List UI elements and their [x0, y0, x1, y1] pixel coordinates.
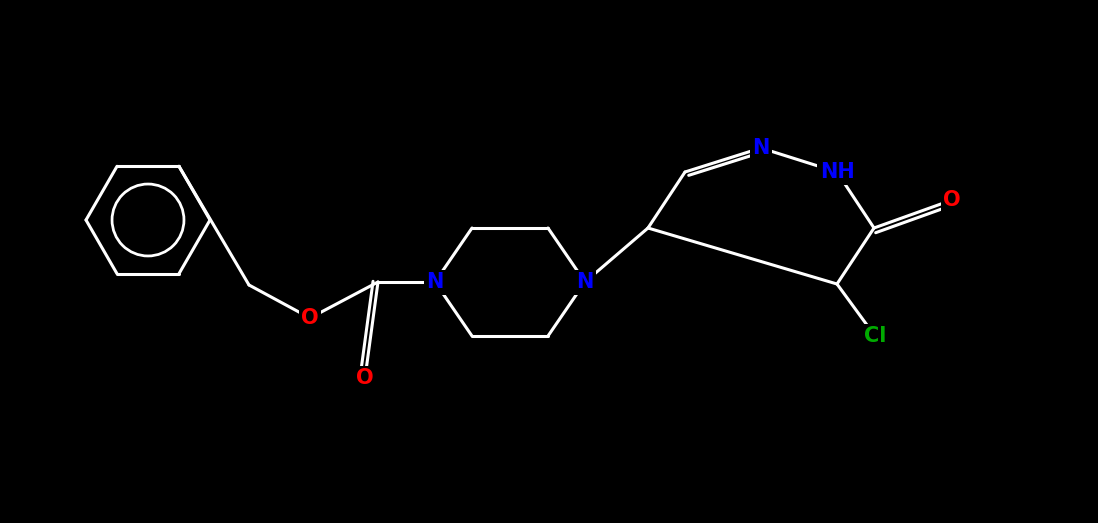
Text: N: N [426, 272, 444, 292]
Text: N: N [752, 138, 770, 158]
Text: O: O [301, 308, 318, 328]
Text: O: O [943, 190, 961, 210]
Text: NH: NH [819, 162, 854, 182]
Text: Cl: Cl [864, 326, 886, 346]
Text: N: N [576, 272, 594, 292]
Text: O: O [356, 368, 373, 388]
